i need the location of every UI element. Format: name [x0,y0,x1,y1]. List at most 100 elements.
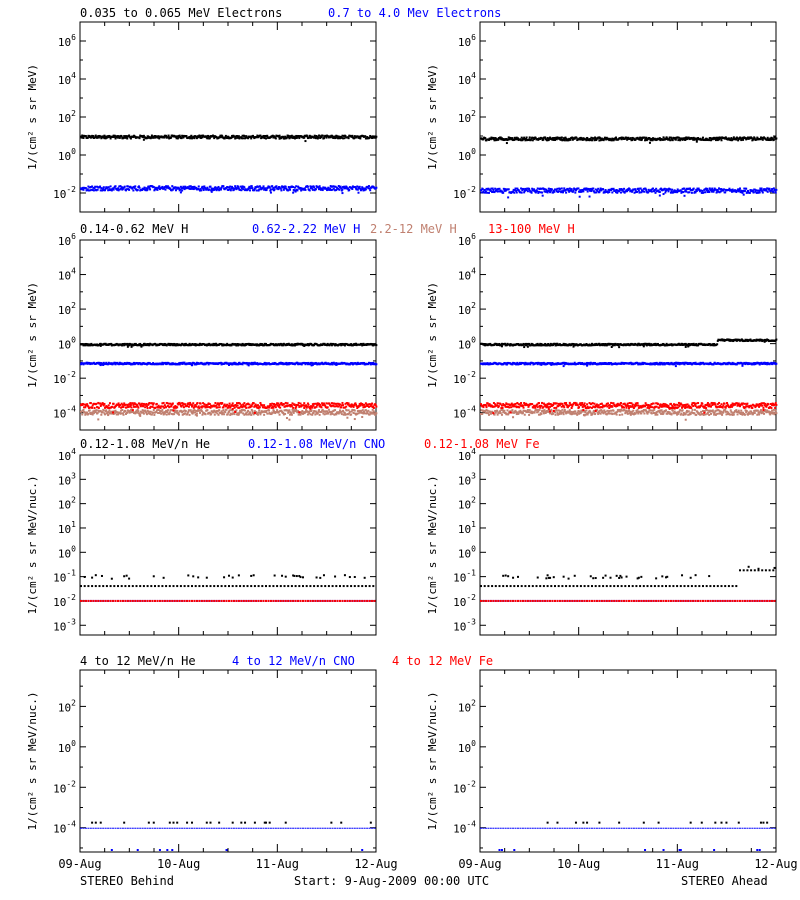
data-point [171,413,174,416]
data-point [636,344,639,347]
data-point [493,191,496,194]
data-point [639,187,642,190]
data-point [504,362,507,365]
data-point [486,362,489,365]
data-point [368,413,371,416]
data-point [499,189,502,192]
data-point [290,136,293,139]
data-point [709,189,712,192]
data-point [362,406,365,409]
data-point [163,342,166,345]
data-point [558,137,561,140]
data-point [684,138,687,141]
data-point [502,187,505,190]
data-point [222,406,225,409]
data-point [337,412,340,415]
data-point [484,344,487,347]
data-point [280,401,283,404]
data-point [518,363,521,366]
data-point [520,187,523,190]
data-point [202,402,205,405]
data-point [700,189,703,192]
data-point [118,405,121,408]
data-point [582,363,585,366]
data-point [342,404,345,407]
data-point [236,343,239,346]
data-point [656,342,659,345]
data-point [161,361,164,364]
data-point [225,187,228,190]
data-point [173,410,176,413]
data-point [612,187,615,190]
data-point [130,344,133,347]
data-point [256,406,259,409]
data-point [262,134,265,137]
data-point [359,409,362,412]
data-point [309,187,312,190]
data-point [536,187,539,190]
data-point [195,409,198,412]
data-point [325,187,328,190]
data-point [233,406,236,409]
data-point [611,191,614,194]
data-point [766,138,769,141]
data-point [343,343,346,346]
data-point [170,412,173,415]
data-point [88,343,91,346]
data-point [615,191,618,194]
data-point [361,343,364,346]
data-point [174,405,177,408]
data-point [312,411,315,414]
data-point [604,137,607,140]
data-point [114,185,117,188]
data-point [599,187,602,190]
data-point [707,189,710,192]
data-point [351,409,354,412]
data-point [523,137,526,140]
data-point [610,362,613,365]
data-point [343,412,346,415]
data-point [716,188,719,191]
data-point [297,135,300,138]
data-point [307,403,310,406]
data-point [109,185,112,188]
data-point [331,188,334,191]
data-point [758,191,761,194]
data-point [685,190,688,193]
data-point [586,363,589,366]
data-point [118,188,121,191]
data-point [137,185,140,188]
data-point [356,135,359,138]
data-point [364,135,367,138]
data-point [631,139,634,142]
data-point [193,405,196,408]
data-point [337,185,340,188]
data-point [321,408,324,411]
data-point [272,362,275,365]
data-point [162,187,165,190]
data-point [195,186,198,189]
data-point [505,344,508,347]
data-point [166,409,169,412]
data-point [663,362,666,365]
data-point [543,190,546,193]
data-point [108,135,111,138]
data-point [359,187,362,190]
data-point [86,411,89,414]
data-point [182,413,185,416]
data-point [170,405,173,408]
data-point [358,409,361,412]
data-point [626,138,629,141]
data-point [343,406,346,409]
data-point [623,187,626,190]
data-point [362,342,365,345]
data-point [591,188,593,191]
data-point [312,404,315,407]
data-point [562,137,565,140]
data-point [129,402,132,405]
data-point [765,189,768,192]
data-point [176,343,179,346]
data-point [497,344,500,347]
data-point [640,191,643,194]
